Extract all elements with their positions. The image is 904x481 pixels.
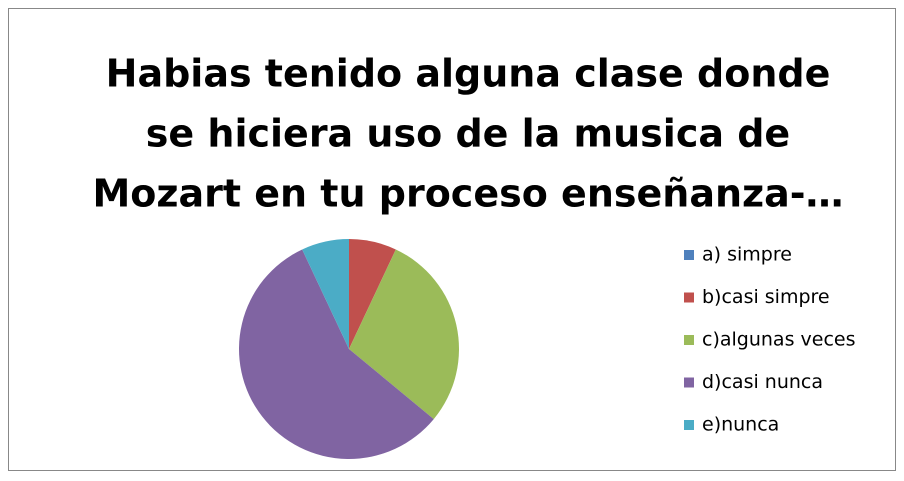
pie-slice (349, 239, 396, 349)
chart-frame (8, 8, 896, 471)
chart-title: Mozart en tu proceso enseñanza-… (92, 172, 843, 216)
legend-swatch (684, 292, 694, 303)
pie-slice (302, 239, 349, 349)
legend-swatch (684, 377, 694, 388)
legend-label: b)casi simpre (702, 286, 830, 308)
chart-title: se hiciera uso de la musica de (146, 112, 790, 156)
legend-label: e)nunca (702, 414, 779, 436)
legend-label: c)algunas veces (702, 329, 855, 351)
pie-slice (349, 249, 459, 420)
legend-label: d)casi nunca (702, 371, 823, 393)
legend-label: a) simpre (702, 244, 792, 266)
pie-slice (238, 249, 434, 459)
legend-swatch (684, 420, 694, 430)
legend-swatch (684, 250, 694, 260)
legend-swatch (684, 335, 694, 345)
chart-title: Habias tenido alguna clase donde (106, 52, 831, 96)
